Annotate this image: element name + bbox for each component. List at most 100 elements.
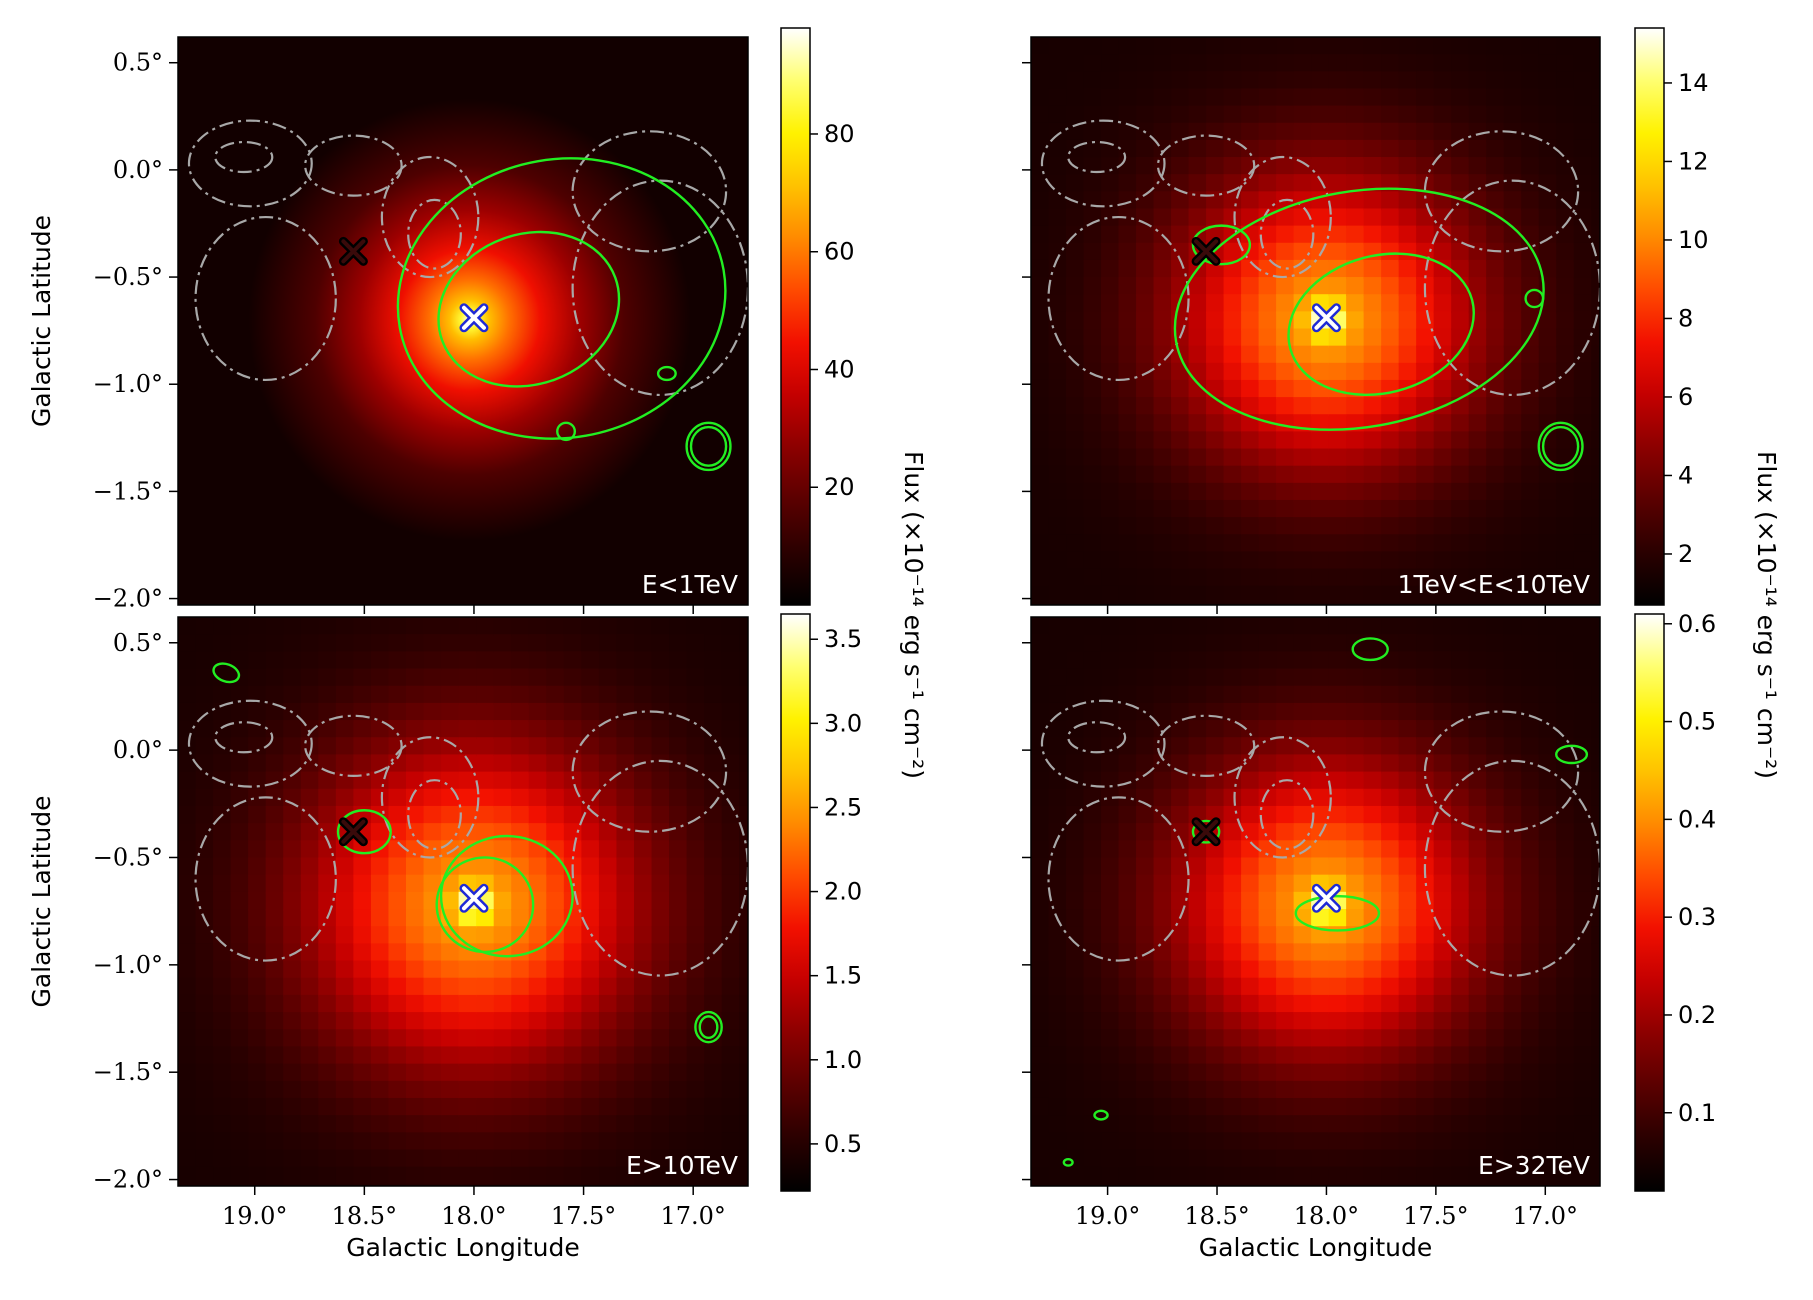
heatmap-pixel [1136,191,1156,211]
heatmap-pixel [1486,668,1506,688]
heatmap-pixel [1503,994,1523,1014]
heatmap-pixel [757,1115,776,1134]
heatmap-pixel [1556,431,1576,451]
heatmap-pixel [195,788,215,808]
heatmap-pixel [1101,840,1121,860]
heatmap-pixel [1083,960,1103,980]
heatmap-pixel [1153,482,1173,502]
heatmap-pixel [1101,994,1121,1014]
heatmap-pixel [1486,1097,1506,1117]
heatmap-pixel [546,943,566,963]
heatmap-pixel [739,668,748,688]
heatmap-pixel [1521,994,1541,1014]
heatmap-pixel [1101,737,1121,757]
heatmap-pixel [1609,603,1628,622]
heatmap-pixel [178,823,197,843]
heatmap-pixel [1031,431,1050,451]
heatmap-pixel [1609,431,1628,450]
heatmap-pixel [1188,926,1208,946]
heatmap-pixel [1258,617,1278,636]
gas-contour [571,130,728,253]
heatmap-pixel [1398,1166,1418,1186]
heatmap-pixel [441,1166,461,1186]
heatmap-pixel [1101,1080,1121,1100]
heatmap-pixel [616,1132,636,1152]
heatmap-pixel [370,1097,390,1117]
heatmap-pixel [1363,311,1383,331]
heatmap-pixel [1556,1149,1576,1169]
y-tick-label: −1.0° [93,370,163,398]
heatmap-pixel [651,685,671,705]
heatmap-pixel [1206,414,1226,434]
heatmap-pixel [1153,602,1173,605]
heatmap-pixel [1521,105,1541,125]
heatmap-pixel [704,1029,724,1049]
heatmap-pixel [1538,311,1558,331]
colorbar-tick-label: 10 [1678,226,1709,254]
heatmap-pixel [721,977,741,997]
heatmap-pixel [1083,891,1103,911]
heatmap-pixel [283,943,303,963]
heatmap-pixel [1276,926,1296,946]
heatmap-pixel [423,720,443,740]
heatmap-pixel [493,1183,513,1186]
colorbar: 0.51.01.52.02.53.03.5 [780,613,862,1192]
x-axis-title: Galactic Longitude [346,1233,579,1262]
marker-fill [341,819,366,844]
heatmap-pixel [1031,414,1050,434]
heatmap-pixel [1503,788,1523,808]
heatmap-pixel [265,823,285,843]
heatmap-pixel [230,1012,250,1032]
heatmap-pixel [1486,311,1506,331]
heatmap-pixel [1258,534,1278,554]
heatmap-pixel [1206,754,1226,774]
heatmap-pixel [1398,634,1418,654]
heatmap-pixel [1048,585,1068,605]
heatmap-pixel [686,805,706,825]
heatmap-pixel [1521,891,1541,911]
heatmap-pixel [651,874,671,894]
heatmap-pixel [757,720,776,739]
heatmap-pixel [1364,1201,1383,1220]
heatmap-pixel [1433,431,1453,451]
heatmap-pixel [1556,551,1576,571]
heatmap-pixel [1241,1132,1261,1152]
heatmap-pixel [1118,311,1138,331]
heatmap-pixel [1276,823,1296,843]
heatmap-pixel [669,909,689,929]
heatmap-pixel [1556,568,1576,588]
heatmap-pixel [1083,926,1103,946]
heatmap-pixel [195,1012,215,1032]
heatmap-pixel [1381,71,1401,91]
heatmap-pixel [1503,499,1523,519]
heatmap-pixel [1206,448,1226,468]
heatmap-pixel [335,1012,355,1032]
heatmap-pixel [300,685,320,705]
heatmap-pixel [1293,534,1313,554]
heatmap-pixel [721,1012,741,1032]
heatmap-pixel [686,891,706,911]
heatmap-pixel [1381,1115,1401,1135]
heatmap-pixel [178,1097,197,1117]
heatmap-pixel [1346,139,1366,159]
heatmap-pixel [1433,823,1453,843]
heatmap-pixel [634,668,653,688]
heatmap-pixel [248,754,268,774]
heatmap-pixel [511,891,531,911]
x-tick-label: 17.5° [551,1202,616,1230]
heatmap-pixel [1451,823,1471,843]
heatmap-pixel [300,1029,320,1049]
heatmap-pixel [669,737,689,757]
heatmap-pixel [1153,37,1173,56]
heatmap-pixel [1048,568,1068,588]
heatmap-pixel [1433,891,1453,911]
heatmap-pixel [563,805,583,825]
tev-contour [1191,224,1252,266]
heatmap-pixel [581,1012,601,1032]
heatmap-pixel [1398,448,1418,468]
heatmap-pixel [1381,977,1401,997]
heatmap-pixel [178,926,197,946]
heatmap-pixel [1346,943,1366,963]
heatmap-pixel [335,1166,355,1186]
heatmap-pixel [1363,277,1383,297]
